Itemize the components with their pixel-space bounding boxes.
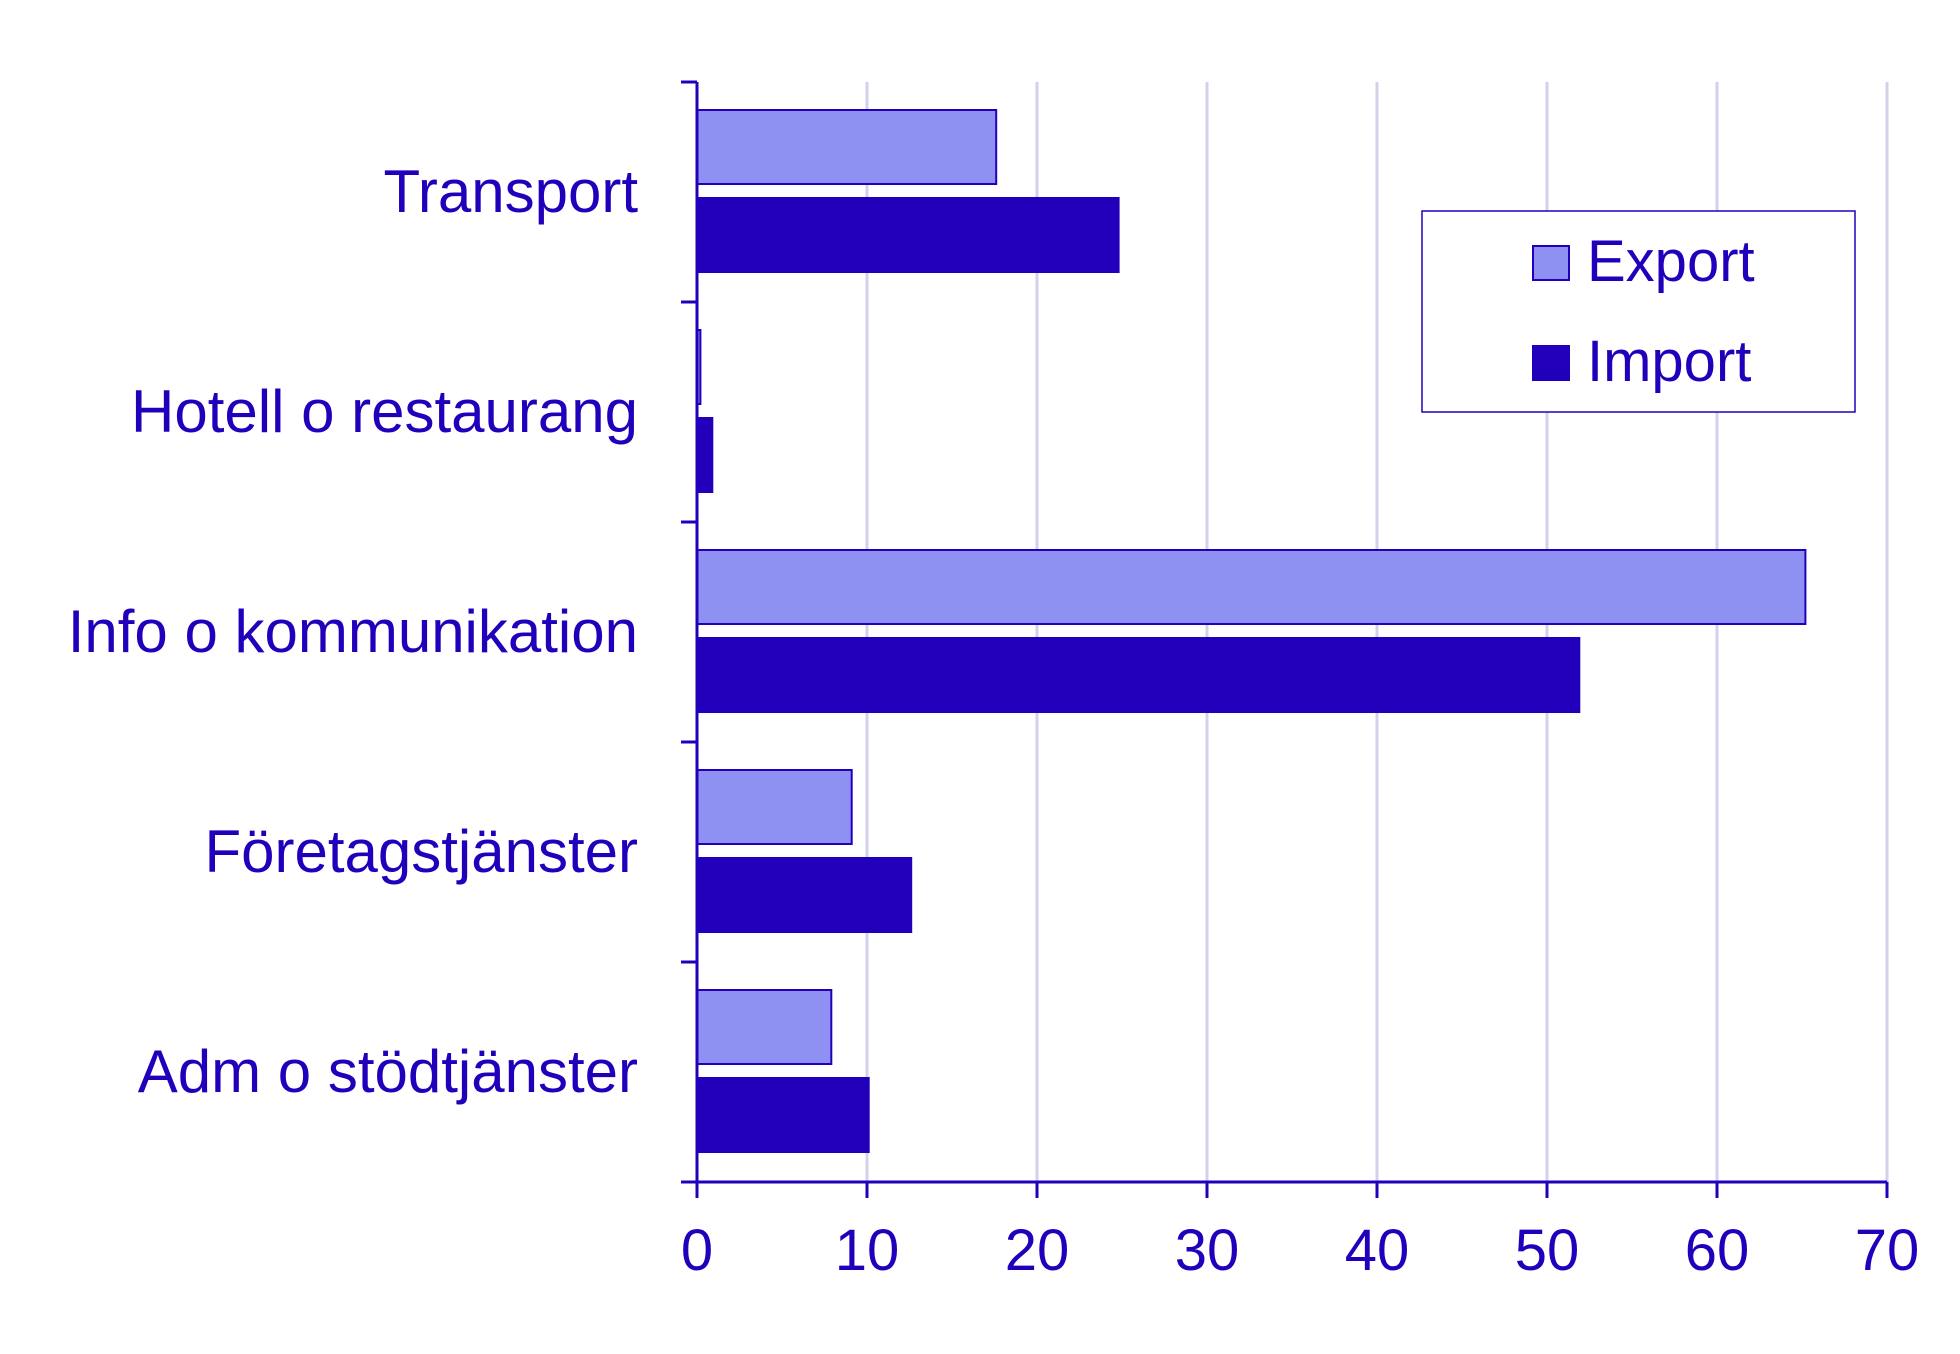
bar-export-1 [696,109,998,185]
category-label: Företagstjänster [204,818,638,885]
bar-export-3 [696,549,1807,625]
x-tick-label-20: 20 [1005,1218,1070,1283]
x-tick-label-30: 30 [1175,1218,1240,1283]
bar-export-5 [696,989,833,1065]
x-tick-label-10: 10 [835,1218,900,1283]
x-tick-label-50: 50 [1515,1218,1580,1283]
bar-import-2 [696,417,714,493]
bar-export-4 [696,769,853,845]
bar-import-4 [696,857,913,933]
bar-import-5 [696,1077,870,1153]
axes [681,80,1889,1198]
category-label: Hotell o restaurang [131,378,638,445]
legend-label-import: Import [1587,329,1751,394]
x-tick-label-60: 60 [1685,1218,1750,1283]
category-label: Info o kommunikation [68,598,638,665]
legend-box [1421,210,1856,413]
legend-swatch-export [1532,245,1570,281]
category-label: Transport [383,158,638,225]
x-tick-label-40: 40 [1345,1218,1410,1283]
bar-import-1 [696,197,1120,273]
x-tick-label-0: 0 [681,1218,713,1283]
legend: Export Import [1421,210,1856,413]
category-label: Adm o stödtjänster [138,1038,638,1105]
x-tick-label-70: 70 [1855,1218,1920,1283]
legend-swatch-import [1532,345,1570,381]
bars [696,109,1807,1153]
labels: 0 10 20 30 40 50 60 70 Transport Hotell o restaur… [68,158,1920,1283]
bar-import-3 [696,637,1581,713]
legend-label-export: Export [1587,229,1755,294]
